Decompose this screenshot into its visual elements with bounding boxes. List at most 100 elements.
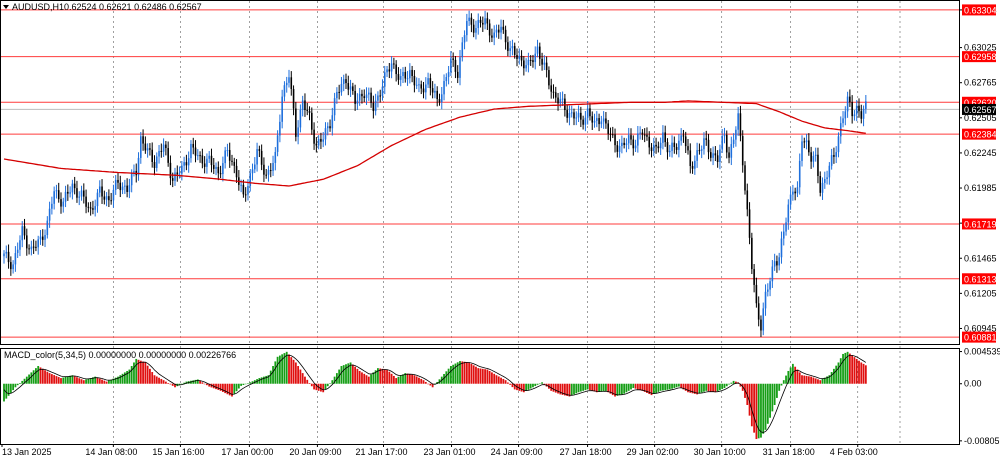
macd-histogram-bar — [712, 383, 714, 392]
candle-body — [586, 108, 589, 118]
candle-body — [285, 82, 288, 86]
triangle-down-icon[interactable] — [3, 5, 9, 9]
macd-histogram-bar — [278, 355, 281, 384]
candle-body — [336, 91, 338, 99]
macd-histogram-bar — [605, 383, 607, 391]
macd-histogram-bar — [128, 369, 131, 384]
macd-histogram-bar — [119, 375, 122, 384]
candle-body — [801, 141, 803, 161]
candle-body — [32, 246, 35, 248]
candle-body — [482, 22, 484, 25]
macd-histogram-bar — [354, 366, 357, 384]
candle-body — [858, 105, 860, 112]
macd-histogram-bar — [192, 380, 195, 384]
macd-histogram-bar — [864, 365, 867, 384]
macd-histogram-bar — [475, 366, 477, 384]
level-price-tag — [962, 128, 996, 140]
candle-body — [705, 138, 708, 140]
price-axis: 0.63304 0.63025 0.62765 0.62505 0.62245 0.619… — [959, 4, 997, 343]
macd-histogram-bar — [538, 383, 541, 385]
candle-body — [324, 128, 327, 140]
macd-histogram-bar — [554, 383, 557, 393]
candle-body — [244, 194, 247, 196]
macd-histogram-bar — [103, 380, 106, 384]
macd-histogram-bar — [383, 369, 386, 384]
level-price-tag — [962, 4, 996, 16]
macd-histogram-bar — [347, 363, 350, 384]
macd-histogram-bar — [730, 382, 733, 384]
macd-histogram-bar — [374, 370, 377, 384]
macd-histogram-bar — [377, 368, 379, 384]
macd-histogram-bar — [292, 359, 295, 384]
candle-body — [85, 196, 87, 207]
candle-body — [26, 235, 28, 249]
candle-body — [600, 121, 603, 125]
candle-body — [39, 236, 42, 240]
macd-histogram-bar — [199, 380, 201, 384]
macd-histogram-bar — [833, 368, 835, 384]
candle-body — [231, 160, 233, 162]
macd-histogram-bar — [518, 383, 521, 391]
macd-histogram-bar — [370, 374, 372, 384]
candle-body — [192, 143, 195, 148]
candle-body — [710, 152, 712, 158]
candle-body — [395, 64, 397, 75]
candle-body — [96, 192, 99, 207]
macd-histogram-bar — [750, 383, 753, 427]
candle-body — [12, 264, 14, 270]
time-axis-tick-label: 20 Jan 09:00 — [289, 447, 341, 457]
candle-body — [71, 183, 74, 193]
candle-body — [281, 96, 283, 122]
candle-body — [413, 76, 416, 86]
candle-body — [689, 150, 692, 167]
macd-histogram-bar — [625, 383, 628, 393]
candle-body — [682, 135, 685, 137]
macd-histogram-bar — [251, 381, 254, 384]
candle-body — [634, 145, 637, 149]
candle-body — [92, 208, 94, 210]
candle-body — [684, 136, 687, 147]
macd-histogram-bar — [16, 383, 19, 386]
candle-body — [199, 155, 201, 157]
macd-histogram-bar — [454, 363, 457, 384]
candle-body — [57, 190, 60, 200]
candle-body — [771, 266, 774, 282]
candle-body — [488, 23, 491, 36]
price-axis-tick-label: 0.62765 — [964, 78, 997, 88]
macd-histogram-bar — [338, 369, 341, 384]
macd-histogram-bar — [584, 383, 587, 391]
candle-body — [707, 139, 710, 153]
macd-histogram-bar — [406, 373, 409, 384]
macd-histogram-bar — [762, 383, 765, 434]
macd-histogram-bar — [411, 374, 414, 384]
candle-body — [390, 63, 393, 72]
candle-body — [420, 84, 423, 89]
macd-histogram-bar — [559, 383, 562, 395]
macd-histogram-bar — [821, 378, 824, 384]
macd-histogram-bar — [169, 383, 172, 385]
macd-histogram-bar — [356, 368, 359, 384]
macd-histogram-bar — [826, 376, 828, 384]
macd-histogram-bar — [12, 383, 15, 391]
candle-body — [347, 83, 350, 90]
macd-histogram-bar — [96, 377, 99, 384]
candle-body — [657, 146, 660, 149]
macd-histogram-bar — [739, 383, 742, 387]
price-axis-tick-label: 0.60945 — [964, 323, 997, 333]
candle-body — [803, 141, 806, 143]
candle-body — [751, 237, 753, 270]
macd-histogram-bar — [76, 377, 78, 384]
candle-body — [650, 147, 653, 152]
macd-histogram-bar — [55, 376, 58, 384]
macd-histogram-bar — [146, 365, 149, 384]
candle-body — [402, 71, 404, 77]
macd-histogram-bar — [228, 383, 231, 396]
macd-histogram-bar — [162, 380, 165, 384]
macd-histogram-bar — [769, 383, 771, 418]
candle-body — [459, 57, 461, 78]
level-price-tag-label: 0.62620 — [964, 98, 997, 108]
macd-histogram-bar — [25, 376, 28, 384]
macd-histogram-bar — [5, 383, 8, 399]
